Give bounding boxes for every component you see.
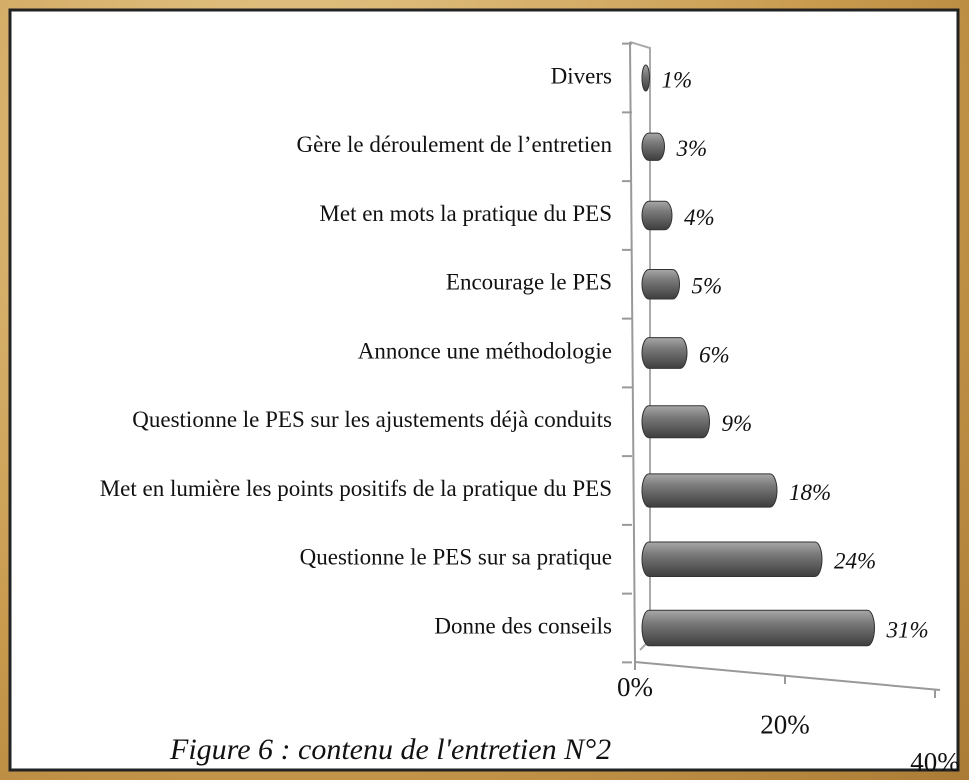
bar bbox=[641, 64, 650, 92]
value-label: 9% bbox=[722, 411, 753, 436]
y-tick-label: Annonce une méthodologie bbox=[358, 338, 612, 363]
y-tick-label: Questionne le PES sur sa pratique bbox=[300, 545, 612, 570]
value-label: 18% bbox=[789, 480, 831, 505]
y-tick-label: Gère le déroulement de l’entretien bbox=[297, 132, 613, 157]
bar bbox=[641, 337, 688, 369]
value-label: 1% bbox=[662, 67, 693, 92]
y-tick-label: Met en mots la pratique du PES bbox=[319, 201, 612, 226]
y-axis bbox=[629, 41, 636, 663]
y-tick-label: Donne des conseils bbox=[434, 613, 612, 638]
bar bbox=[641, 541, 823, 577]
value-label: 24% bbox=[834, 549, 876, 574]
caption: Figure 6 : contenu de l'entretien N°2 bbox=[169, 733, 611, 766]
panel bbox=[8, 8, 960, 772]
value-label: 4% bbox=[684, 205, 715, 230]
bar bbox=[641, 609, 875, 647]
bar bbox=[641, 405, 710, 439]
x-tick-label: 0% bbox=[617, 672, 653, 702]
value-label: 31% bbox=[886, 617, 929, 642]
y-tick-label: Met en lumière les points positifs de la… bbox=[100, 476, 612, 501]
y-tick-label: Questionne le PES sur les ajustements dé… bbox=[132, 407, 612, 432]
x-tick-label: 20% bbox=[760, 710, 810, 740]
bar bbox=[641, 200, 673, 231]
value-label: 6% bbox=[699, 342, 730, 367]
x-tick-label: 40% bbox=[910, 747, 960, 777]
value-label: 5% bbox=[692, 274, 723, 299]
value-label: 3% bbox=[676, 136, 708, 161]
y-tick-label: Encourage le PES bbox=[446, 270, 612, 295]
x-axis-floor bbox=[634, 661, 941, 691]
bar bbox=[641, 268, 680, 300]
bar bbox=[641, 132, 665, 161]
y-tick-label: Divers bbox=[551, 63, 612, 88]
bar bbox=[641, 473, 778, 508]
